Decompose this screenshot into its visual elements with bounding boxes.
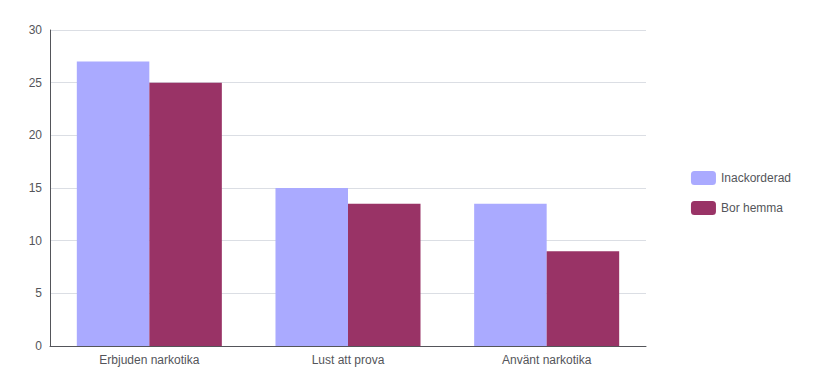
svg-text:30: 30 [29, 23, 43, 37]
svg-text:5: 5 [35, 286, 42, 300]
svg-text:0: 0 [35, 339, 42, 353]
svg-text:Använt narkotika: Använt narkotika [502, 353, 592, 367]
svg-text:25: 25 [29, 76, 43, 90]
svg-text:15: 15 [29, 181, 43, 195]
svg-text:Lust att prova: Lust att prova [312, 353, 385, 367]
svg-text:20: 20 [29, 128, 43, 142]
svg-text:10: 10 [29, 234, 43, 248]
svg-text:Erbjuden narkotika: Erbjuden narkotika [99, 353, 199, 367]
svg-text:Bor hemma: Bor hemma [721, 201, 783, 215]
svg-text:Inackorderad: Inackorderad [721, 171, 791, 185]
